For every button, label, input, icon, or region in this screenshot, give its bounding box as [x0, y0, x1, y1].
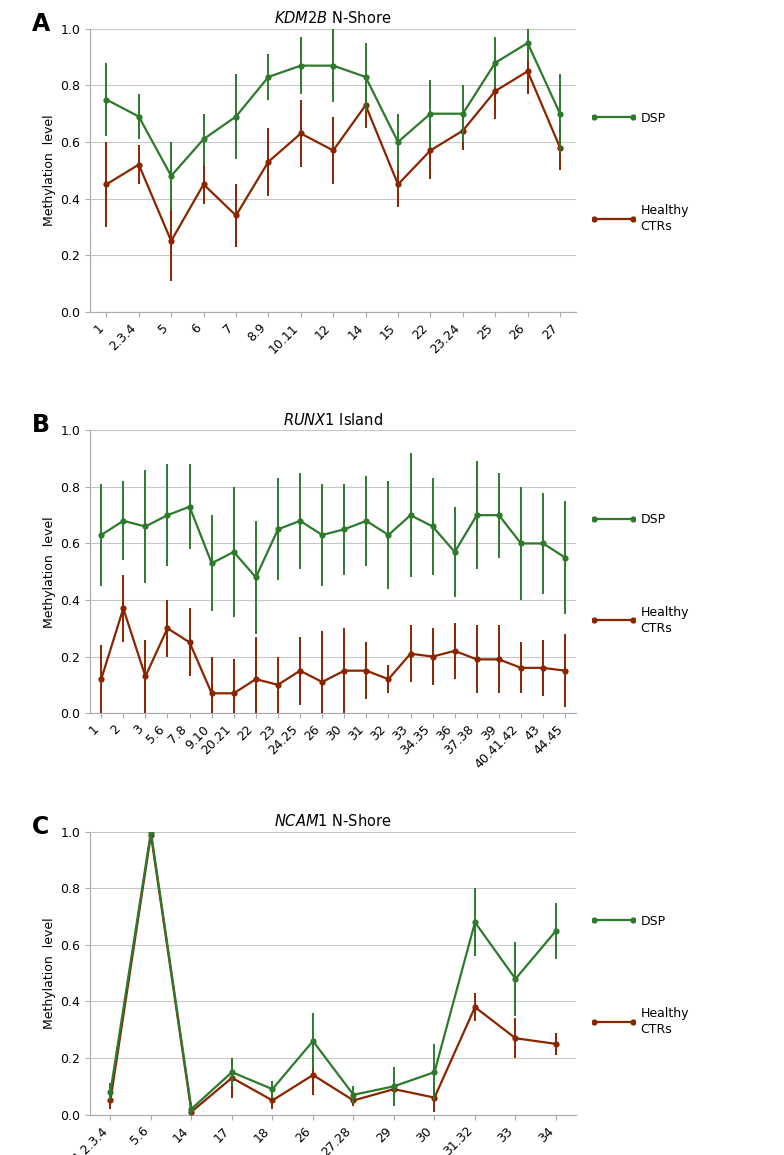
- Text: DSP: DSP: [641, 915, 666, 927]
- Text: A: A: [32, 12, 50, 36]
- Y-axis label: Methylation  level: Methylation level: [43, 917, 56, 1029]
- Title: $\it{RUNX1}$ Island: $\it{RUNX1}$ Island: [283, 412, 383, 427]
- Text: Healthy
CTRs: Healthy CTRs: [641, 605, 689, 635]
- Text: DSP: DSP: [641, 513, 666, 527]
- Y-axis label: Methylation  level: Methylation level: [43, 114, 56, 226]
- Text: C: C: [32, 815, 49, 839]
- Text: Healthy
CTRs: Healthy CTRs: [641, 204, 689, 233]
- Title: $\it{KDM2B}$ N-Shore: $\it{KDM2B}$ N-Shore: [274, 10, 392, 27]
- Y-axis label: Methylation  level: Methylation level: [43, 516, 56, 627]
- Text: Healthy
CTRs: Healthy CTRs: [641, 1007, 689, 1036]
- Title: $\it{NCAM1}$ N-Shore: $\it{NCAM1}$ N-Shore: [274, 813, 392, 829]
- Text: DSP: DSP: [641, 112, 666, 125]
- Text: B: B: [32, 413, 50, 438]
